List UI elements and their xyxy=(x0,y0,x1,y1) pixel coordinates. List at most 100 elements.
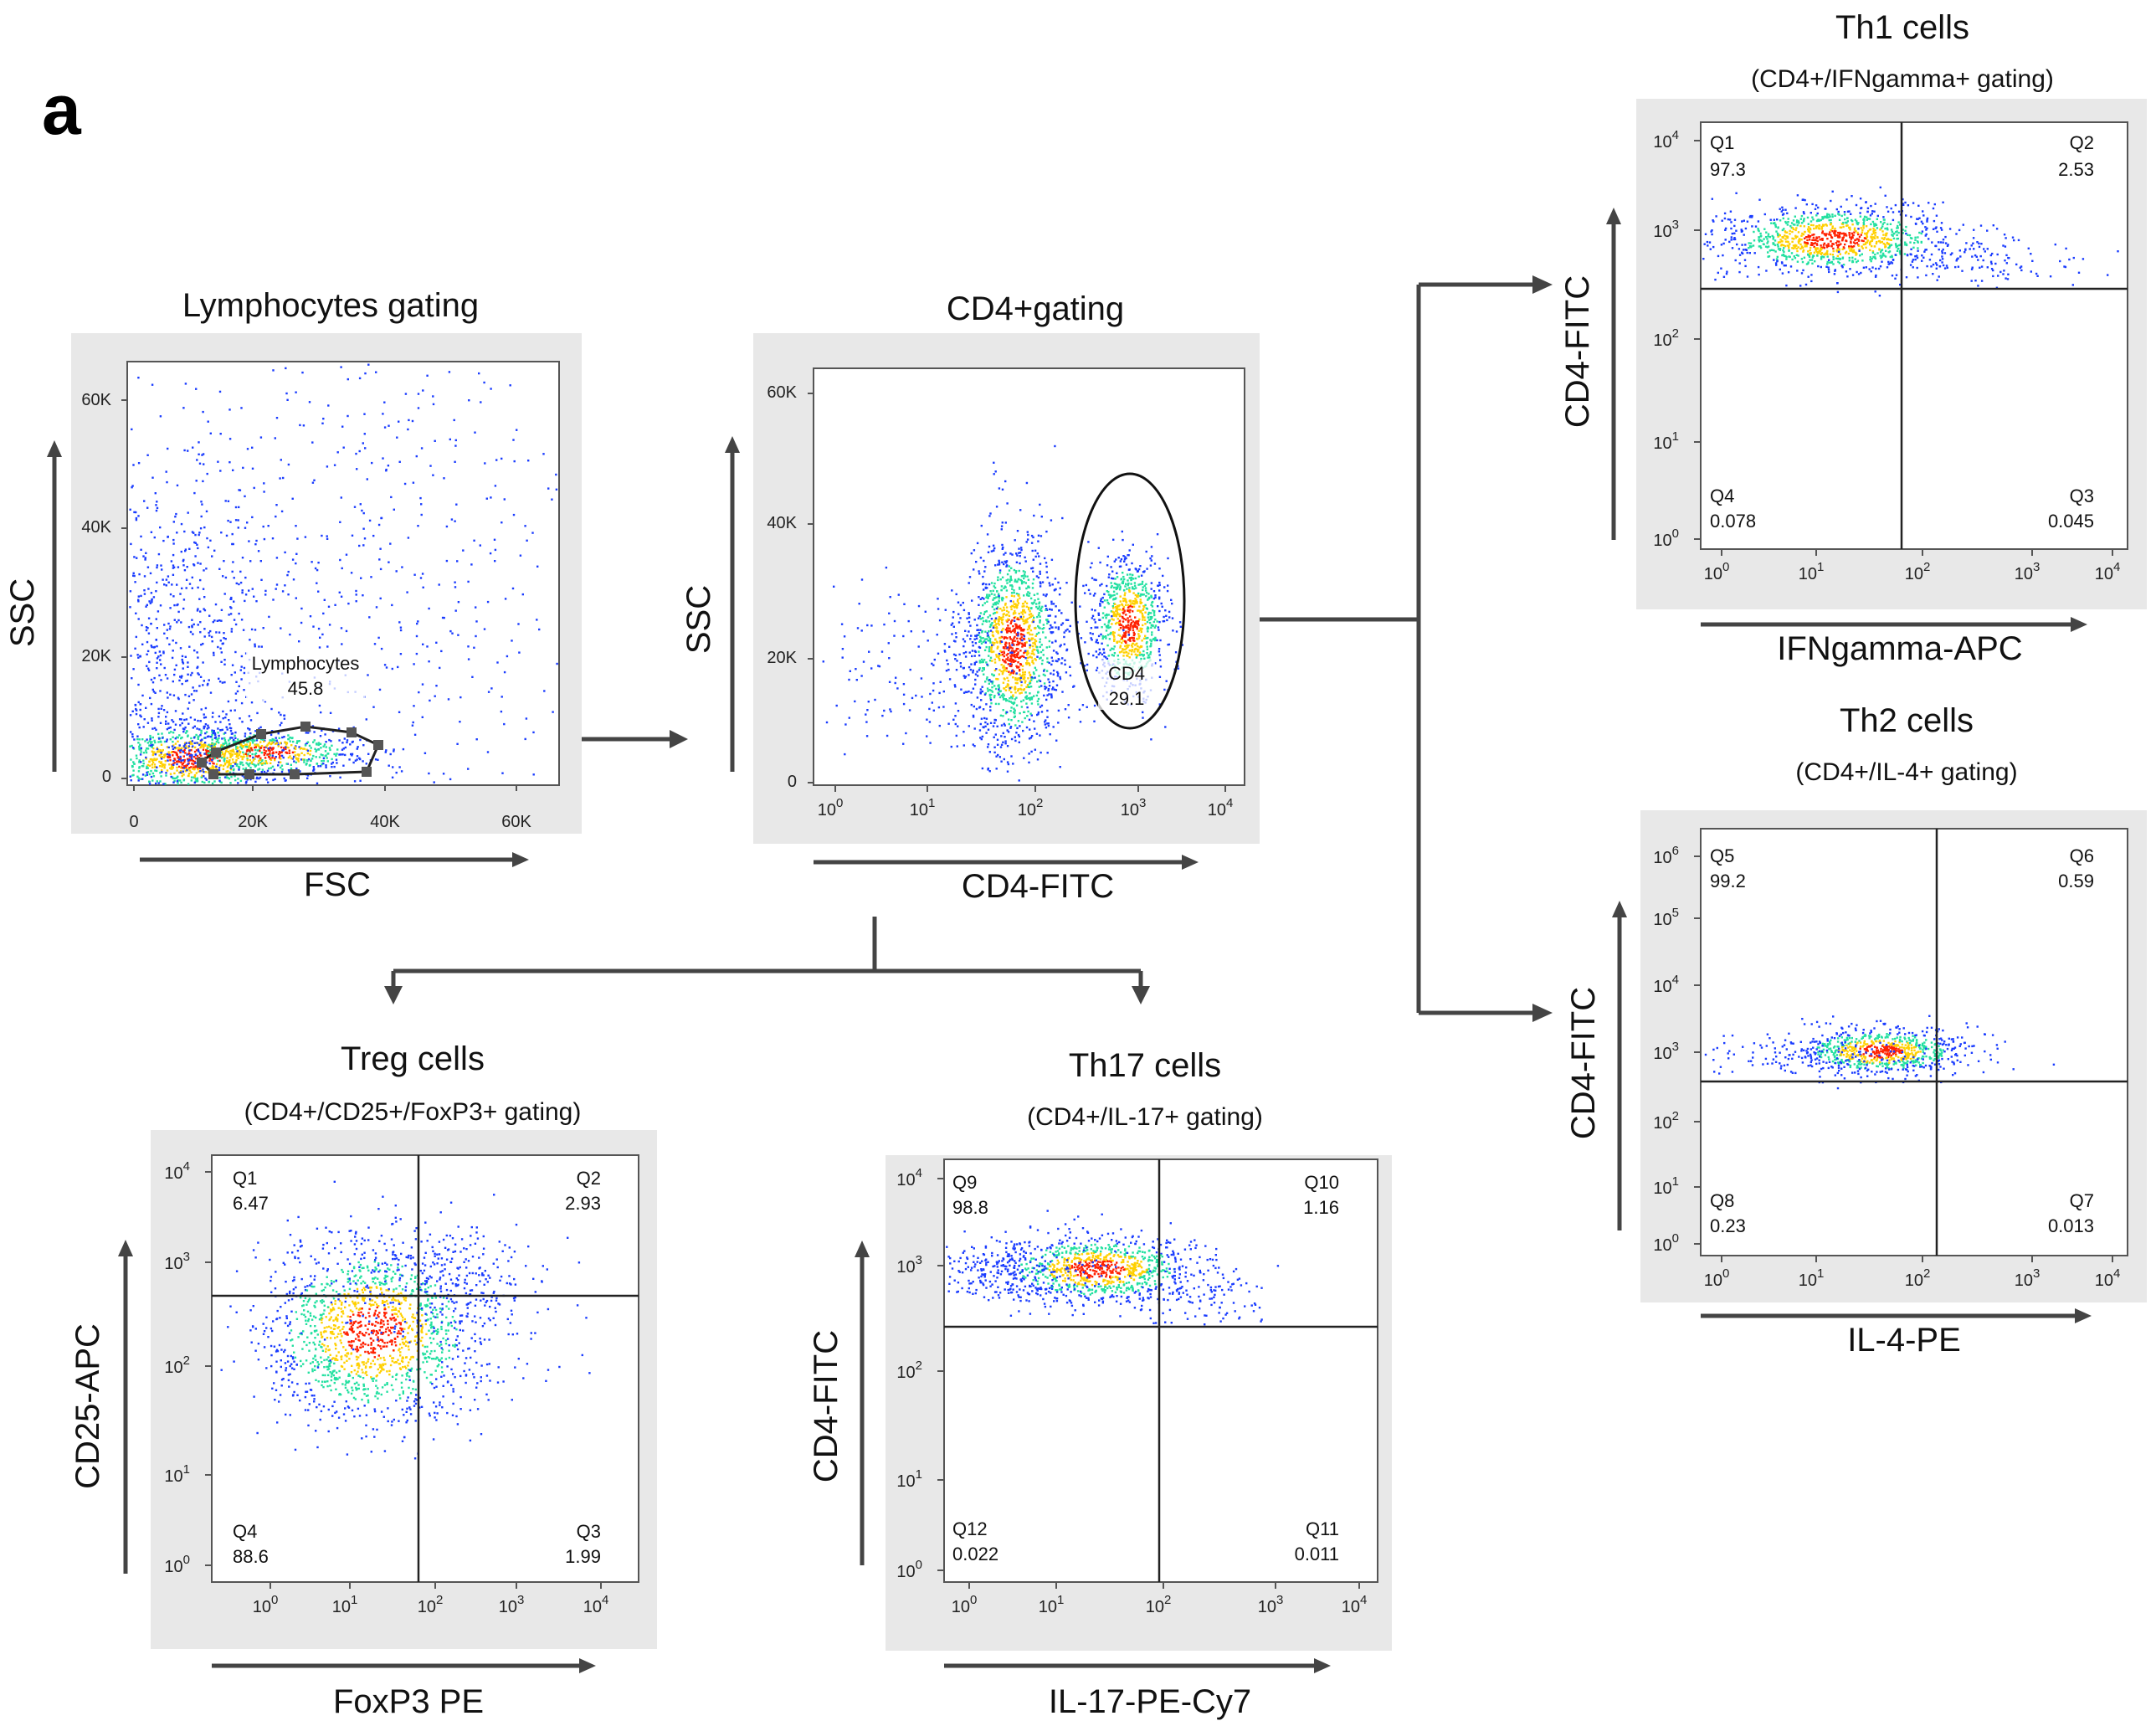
event-dot xyxy=(1030,567,1033,570)
event-dot xyxy=(222,575,224,578)
event-dot xyxy=(1008,700,1010,702)
event-dot xyxy=(1034,549,1037,552)
event-dot xyxy=(1147,593,1150,595)
event-dot xyxy=(1134,593,1137,597)
event-dot xyxy=(1080,637,1083,640)
event-dot xyxy=(1836,240,1839,243)
event-dot xyxy=(191,759,193,762)
log-tick-label: 102 xyxy=(1018,796,1044,819)
event-dot xyxy=(843,635,846,638)
event-dot xyxy=(997,602,999,605)
event-dot xyxy=(228,461,231,464)
event-dot xyxy=(1120,638,1122,640)
event-dot xyxy=(945,670,948,672)
event-dot xyxy=(358,544,361,547)
event-dot xyxy=(184,732,187,734)
event-dot xyxy=(442,773,445,775)
event-dot xyxy=(239,761,242,763)
event-dot xyxy=(1061,622,1065,624)
event-dot xyxy=(1009,622,1012,624)
event-dot xyxy=(165,470,167,473)
event-dot xyxy=(1767,233,1770,235)
event-dot xyxy=(1015,665,1018,667)
event-dot xyxy=(1000,735,1003,737)
event-dot xyxy=(387,465,390,467)
event-dot xyxy=(138,767,141,769)
event-dot xyxy=(189,742,192,744)
event-dot xyxy=(932,682,935,685)
event-dot xyxy=(172,751,174,753)
event-dot xyxy=(1002,597,1004,600)
event-dot xyxy=(341,742,344,744)
event-dot xyxy=(1105,629,1108,632)
event-dot xyxy=(223,753,227,755)
event-dot xyxy=(248,715,251,717)
event-dot xyxy=(1024,644,1026,646)
event-dot xyxy=(998,686,1000,689)
event-dot xyxy=(197,737,199,740)
event-dot xyxy=(359,738,362,742)
event-dot xyxy=(157,732,160,736)
event-dot xyxy=(254,753,257,756)
event-dot xyxy=(192,737,196,739)
event-dot xyxy=(1039,581,1042,583)
event-dot xyxy=(217,759,219,763)
event-dot xyxy=(1024,673,1026,676)
event-dot xyxy=(285,763,288,765)
event-dot xyxy=(156,780,158,783)
event-dot xyxy=(306,752,309,755)
event-dot xyxy=(310,747,312,749)
event-dot xyxy=(1166,619,1168,622)
event-dot xyxy=(1030,637,1033,640)
event-dot xyxy=(994,564,997,567)
event-dot xyxy=(1124,633,1127,636)
event-dot xyxy=(286,398,289,401)
event-dot xyxy=(496,661,499,664)
event-dot xyxy=(954,702,957,705)
event-dot xyxy=(254,645,256,648)
event-dot xyxy=(275,588,277,590)
event-dot xyxy=(287,756,290,759)
event-dot xyxy=(1048,681,1051,684)
event-dot xyxy=(315,756,317,758)
event-dot xyxy=(152,758,155,762)
event-dot xyxy=(187,763,189,765)
event-dot xyxy=(1127,584,1129,587)
event-dot xyxy=(1150,642,1152,645)
event-dot xyxy=(975,707,978,711)
event-dot xyxy=(250,747,253,750)
event-dot xyxy=(326,760,329,763)
event-dot xyxy=(258,645,260,648)
event-dot xyxy=(1023,676,1026,679)
event-dot xyxy=(1009,697,1011,700)
event-dot xyxy=(1101,616,1104,619)
event-dot xyxy=(241,591,244,594)
event-dot xyxy=(1116,604,1119,607)
event-dot xyxy=(995,601,998,604)
event-dot xyxy=(1035,694,1039,697)
event-dot xyxy=(1010,665,1013,668)
event-dot xyxy=(229,709,232,712)
event-dot xyxy=(996,647,998,650)
event-dot xyxy=(1018,657,1020,660)
event-dot xyxy=(331,761,334,764)
event-dot xyxy=(298,740,300,742)
event-dot xyxy=(501,521,503,524)
event-dot xyxy=(503,670,506,674)
event-dot xyxy=(1799,238,1801,240)
event-dot xyxy=(1116,641,1118,644)
event-dot xyxy=(131,736,134,738)
event-dot xyxy=(177,775,179,778)
event-dot xyxy=(164,753,167,756)
event-dot xyxy=(1118,588,1122,591)
event-dot xyxy=(235,764,239,767)
event-dot xyxy=(165,722,167,725)
event-dot xyxy=(158,760,161,763)
event-dot xyxy=(288,752,291,754)
event-dot xyxy=(968,620,971,624)
event-dot xyxy=(158,650,162,653)
event-dot xyxy=(1065,649,1068,652)
event-dot xyxy=(195,388,198,390)
event-dot xyxy=(319,735,322,737)
event-dot xyxy=(1019,509,1022,511)
